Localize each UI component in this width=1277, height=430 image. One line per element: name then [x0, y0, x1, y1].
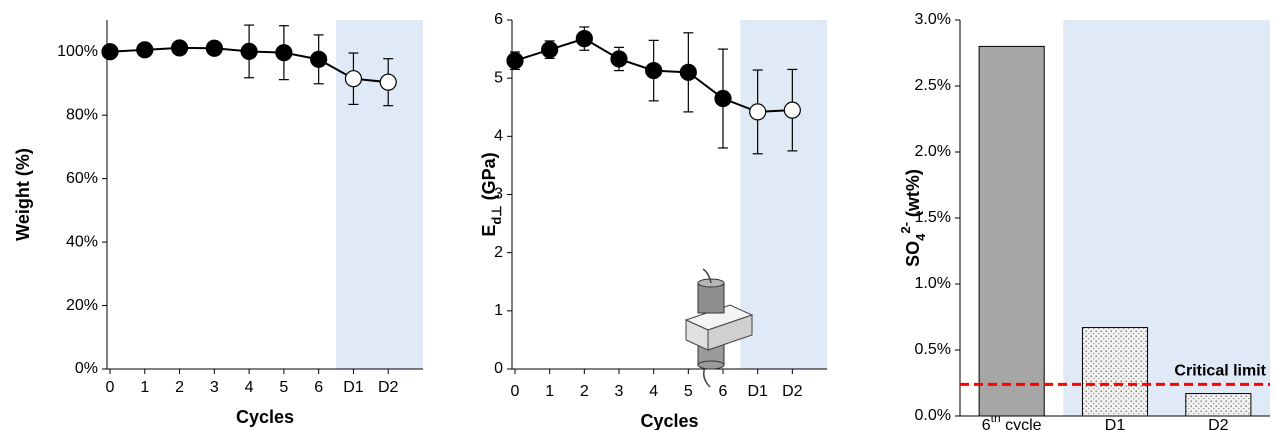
y-tick-label: 0: [494, 360, 503, 377]
x-tick-label: 1: [140, 379, 149, 396]
x-tick-label: 3: [210, 379, 219, 396]
y-tick-label: 20%: [66, 297, 98, 314]
marker: [170, 39, 189, 57]
marker: [714, 89, 732, 108]
x-tick-label: 2: [175, 379, 184, 396]
y-tick-label: 2: [494, 244, 503, 261]
x-tick-label: D2: [1208, 417, 1229, 430]
x-tick-label: 6: [314, 379, 323, 396]
marker: [240, 42, 258, 61]
x-tick-label: D2: [378, 379, 399, 396]
y-tick-label: 0.5%: [915, 341, 951, 358]
x-axis-title: Cycles: [236, 407, 294, 427]
y-tick-label: 1: [494, 302, 503, 319]
y-axis-title: SO42- (wt%): [898, 169, 928, 267]
marker: [344, 70, 363, 88]
bar: [978, 45, 1045, 417]
y-tick-label: 100%: [57, 43, 98, 60]
y-tick-label: 80%: [66, 106, 98, 123]
y-axis-title-part: E: [479, 225, 499, 237]
y-tick-label: 3.0%: [915, 11, 951, 28]
y-tick-label: 5: [494, 69, 503, 86]
marker: [541, 41, 559, 59]
x-tick-label: 6th cycle: [982, 411, 1042, 430]
x-tick-label: 1: [545, 383, 554, 400]
y-tick-label: 4: [494, 128, 503, 145]
x-tick-label: 5: [279, 379, 288, 396]
marker: [506, 52, 524, 70]
y-axis-title-part: (GPa): [479, 152, 499, 200]
marker: [101, 43, 119, 61]
marker: [275, 44, 293, 62]
marker: [679, 63, 697, 81]
x-axis-title: Cycles: [640, 411, 698, 430]
y-tick-label: 2.0%: [915, 143, 951, 160]
y-axis-title-part: SO: [903, 241, 923, 267]
marker: [783, 101, 801, 119]
y-axis-title-part: d⊥: [489, 205, 504, 224]
x-tick-label: 5: [684, 383, 693, 400]
y-axis-title: Weight (%): [13, 148, 33, 241]
x-tick-label: D2: [782, 383, 803, 400]
x-tick-label: D1: [343, 379, 364, 396]
reference-label: Critical limit: [1174, 363, 1266, 380]
marker: [205, 39, 223, 57]
marker: [136, 41, 154, 59]
marker: [610, 50, 628, 68]
bar: [1185, 393, 1252, 417]
y-tick-label: 0.0%: [915, 407, 951, 424]
marker: [645, 62, 663, 80]
x-tick-label: D1: [1105, 417, 1126, 430]
y-tick-label: 2.5%: [915, 77, 951, 94]
x-tick-label: D1: [747, 383, 768, 400]
marker: [749, 103, 767, 121]
y-axis-title-part: Weight (%): [13, 148, 33, 241]
x-tick-label: 0: [511, 383, 520, 400]
x-tick-label: 3: [615, 383, 624, 400]
x-tick-label: 4: [649, 383, 658, 400]
marker: [379, 73, 397, 91]
y-tick-label: 1.0%: [915, 275, 951, 292]
y-axis-title-part: 4: [913, 233, 928, 241]
x-tick-label: 0: [106, 379, 115, 396]
x-tick-label: 2: [580, 383, 589, 400]
y-tick-label: 6: [494, 11, 503, 28]
x-tick-label: 4: [245, 379, 254, 396]
y-axis-title-part: (wt%): [903, 169, 923, 217]
bar: [1081, 327, 1149, 417]
y-tick-label: 60%: [66, 170, 98, 187]
y-tick-label: 0%: [75, 360, 98, 377]
marker: [310, 50, 328, 68]
y-tick-label: 3: [494, 186, 503, 203]
y-axis-title-part: 2-: [898, 222, 913, 234]
y-tick-label: 1.5%: [915, 209, 951, 226]
y-axis-title: Ed⊥ (GPa): [479, 152, 504, 236]
x-tick-label: 6: [719, 383, 728, 400]
marker: [575, 30, 593, 48]
y-tick-label: 40%: [66, 233, 98, 250]
shaded-region: [740, 20, 827, 369]
sample-icon: [684, 268, 754, 388]
